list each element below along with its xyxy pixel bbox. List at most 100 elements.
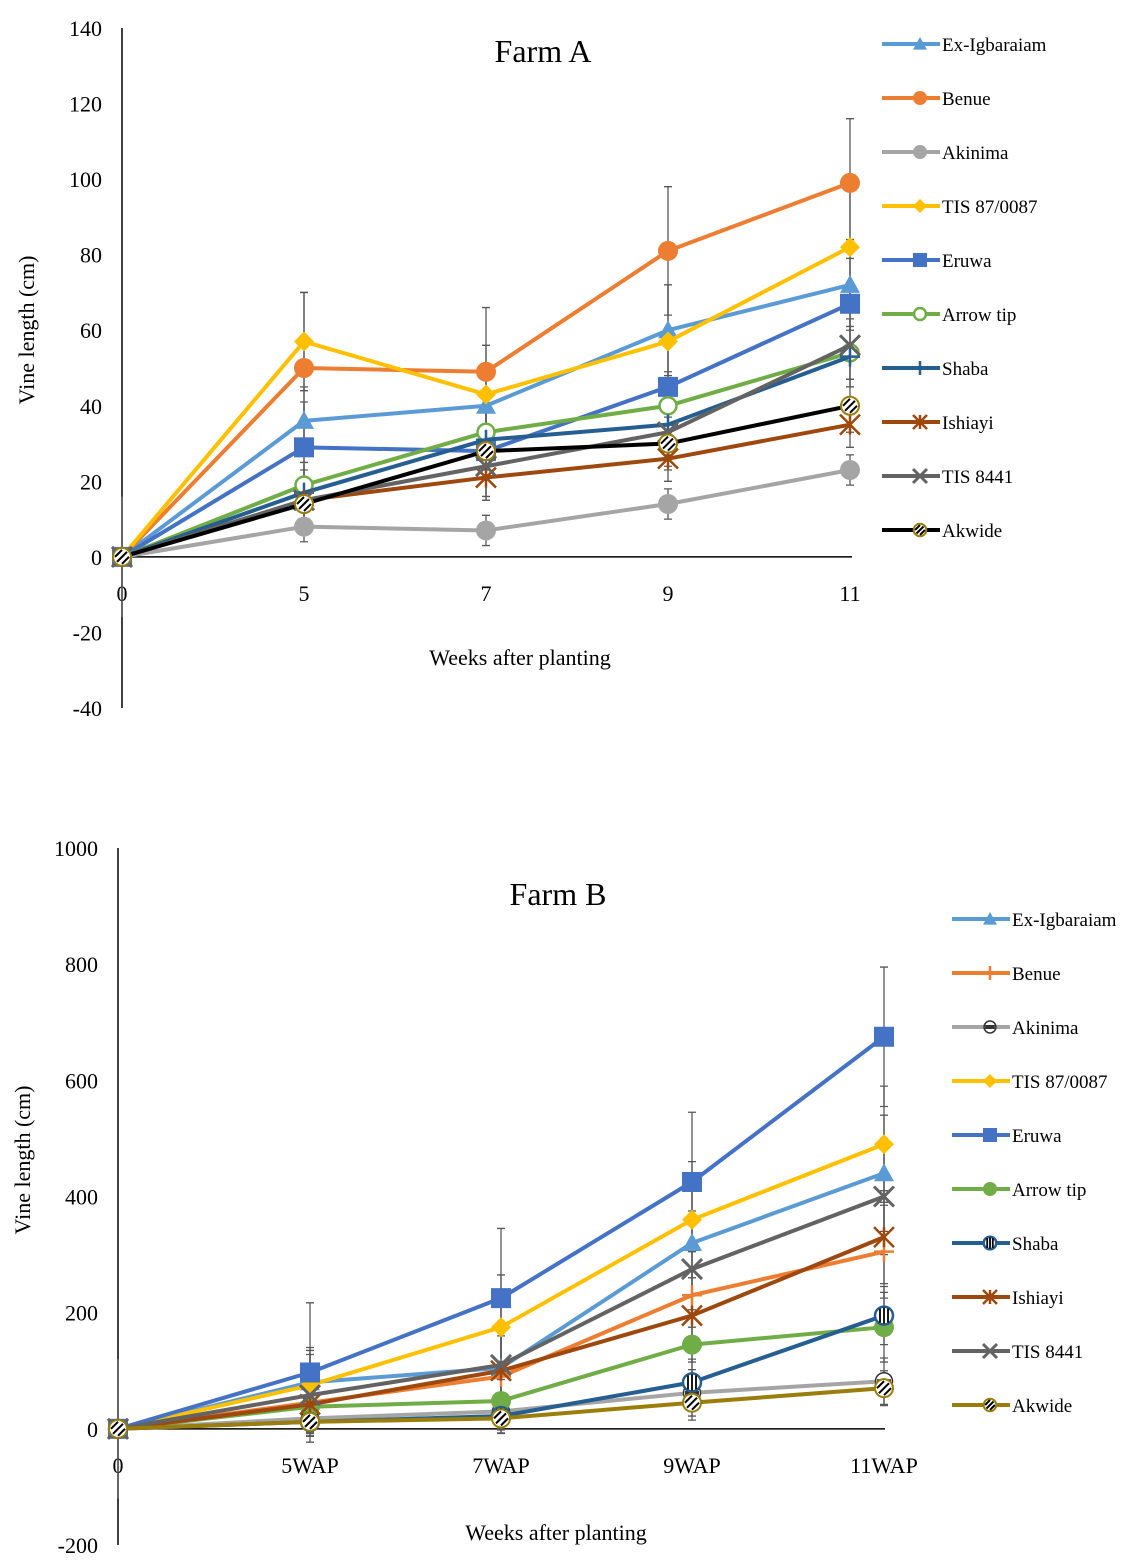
legend-label: Ishiayi	[942, 413, 994, 434]
legend-label: TIS 8441	[1012, 1342, 1083, 1363]
legend-item-eruwa: Eruwa	[952, 1126, 1062, 1147]
marker-shape	[491, 1390, 511, 1411]
marker-shape	[874, 1026, 894, 1047]
data-point	[476, 384, 496, 405]
y-tick-label: -40	[73, 696, 102, 721]
legend-label: Shaba	[942, 359, 989, 380]
marker-shape	[873, 1226, 895, 1249]
marker-shape	[912, 306, 928, 322]
marker-shape	[983, 966, 997, 980]
data-point	[840, 293, 860, 314]
data-point	[872, 1185, 896, 1208]
x-tick-label: 5	[299, 581, 310, 606]
data-point	[476, 441, 496, 462]
legend-item-benue: Benue	[882, 89, 991, 110]
data-point	[658, 240, 678, 261]
y-tick-label: 60	[80, 318, 102, 343]
data-point	[294, 516, 314, 537]
marker-shape	[302, 1414, 318, 1430]
marker-shape	[658, 320, 678, 339]
marker-shape	[478, 443, 494, 459]
marker-shape	[983, 1128, 997, 1142]
marker-shape	[840, 274, 860, 293]
data-point	[294, 331, 314, 352]
series-ex-igbaraiam	[112, 274, 860, 565]
legend-label: Akwide	[1012, 1396, 1072, 1417]
x-tick-label: 11	[839, 581, 860, 606]
legend-item-ex-igbaraiam: Ex-Igbaraiam	[882, 35, 1047, 56]
legend-swatch-marker	[912, 414, 928, 430]
marker-shape	[879, 1307, 889, 1324]
legend-swatch-marker	[983, 1074, 997, 1088]
data-point	[658, 433, 678, 454]
marker-shape	[840, 293, 860, 314]
marker-shape	[839, 413, 861, 436]
chart-title: Farm A	[495, 33, 592, 69]
legend-item-arrow-tip: Arrow tip	[882, 305, 1016, 326]
marker-shape	[294, 331, 314, 352]
data-point	[476, 361, 496, 382]
marker-shape	[913, 145, 927, 159]
legend-label: Eruwa	[1012, 1126, 1062, 1147]
marker-shape	[984, 1399, 996, 1411]
legend-item-shaba: Shaba	[952, 1234, 1059, 1255]
marker-shape	[687, 1374, 697, 1391]
marker-shape	[114, 549, 130, 565]
data-point	[838, 334, 862, 357]
legend-item-ishiayi: Ishiayi	[952, 1288, 1064, 1309]
x-tick-label: 5WAP	[281, 1453, 338, 1478]
legend-item-eruwa: Eruwa	[882, 251, 992, 272]
marker-shape	[682, 1171, 702, 1192]
legend-label: Akinima	[1012, 1018, 1079, 1039]
data-point	[658, 331, 678, 352]
data-point	[294, 410, 314, 429]
legend-label: Akinima	[942, 143, 1009, 164]
legend-swatch-marker	[983, 966, 997, 980]
marker-shape	[298, 1384, 322, 1407]
data-point	[874, 1378, 894, 1399]
marker-shape	[913, 253, 927, 267]
legend-item-benue: Benue	[952, 964, 1061, 985]
data-point	[682, 1285, 702, 1306]
data-point	[491, 1288, 511, 1309]
marker-shape	[493, 1410, 509, 1427]
series-benue	[112, 172, 860, 567]
legend-label: TIS 8441	[942, 467, 1013, 488]
data-point	[108, 1418, 128, 1439]
legend-swatch-marker	[982, 1397, 998, 1413]
x-tick-label: 9WAP	[663, 1453, 720, 1478]
data-point	[658, 396, 678, 416]
marker-shape	[874, 1163, 894, 1182]
data-point	[474, 455, 498, 478]
marker-shape	[914, 524, 926, 536]
marker-shape	[983, 912, 997, 925]
legend-swatch-marker	[913, 361, 927, 375]
marker-shape	[491, 1317, 511, 1338]
data-point	[682, 1171, 702, 1192]
marker-shape	[982, 1289, 998, 1305]
y-tick-label: 20	[80, 469, 102, 494]
legend-label: Arrow tip	[942, 305, 1016, 326]
marker-shape	[476, 520, 496, 541]
marker-shape	[684, 1394, 700, 1411]
marker-shape	[981, 1342, 999, 1360]
legend-label: Ex-Igbaraiam	[942, 35, 1047, 56]
marker-shape	[294, 437, 314, 458]
marker-shape	[913, 199, 927, 213]
marker-shape	[296, 496, 312, 512]
marker-shape	[682, 1209, 702, 1230]
marker-shape	[658, 494, 678, 514]
marker-shape	[680, 1258, 704, 1281]
series-akwide	[108, 1378, 894, 1439]
data-point	[840, 237, 860, 258]
y-tick-label: 100	[69, 167, 102, 192]
legend-label: TIS 87/0087	[942, 197, 1038, 218]
legend-item-akwide: Akwide	[952, 1396, 1072, 1417]
series-akwide	[112, 395, 860, 567]
data-point	[476, 395, 496, 414]
marker-shape	[658, 240, 678, 261]
marker-shape	[682, 1232, 702, 1251]
marker-shape	[300, 1362, 320, 1383]
data-point	[682, 1209, 702, 1230]
